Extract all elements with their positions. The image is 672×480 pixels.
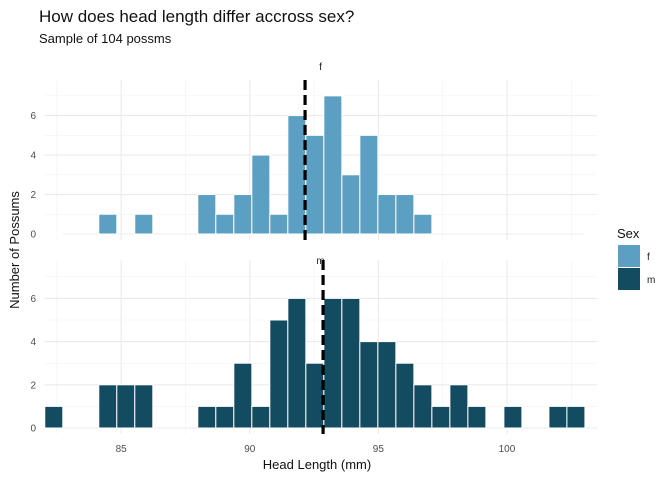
histogram-bar bbox=[269, 213, 289, 235]
histogram-bar bbox=[449, 384, 469, 429]
legend-label-m: m bbox=[647, 275, 655, 286]
histogram-bar bbox=[377, 341, 397, 429]
chart-title: How does head length differ accross sex? bbox=[39, 7, 354, 26]
y-tick-label: 0 bbox=[30, 424, 36, 435]
y-tick-label: 6 bbox=[30, 294, 36, 305]
histogram-bar bbox=[197, 194, 217, 235]
histogram-bar bbox=[413, 384, 433, 429]
histogram-bar bbox=[395, 362, 415, 429]
y-tick-label: 4 bbox=[30, 151, 36, 162]
histogram-bar bbox=[377, 194, 397, 235]
x-tick-labels: 85 90 95 100 bbox=[116, 444, 516, 455]
legend-title: Sex bbox=[617, 226, 640, 241]
histogram-bar bbox=[503, 405, 523, 429]
histogram-bar bbox=[98, 213, 118, 235]
x-tick-label: 95 bbox=[373, 444, 385, 455]
histogram-bar bbox=[134, 384, 154, 429]
histogram-bar bbox=[215, 405, 235, 429]
legend-swatch-f bbox=[618, 245, 640, 267]
histogram-bar bbox=[287, 297, 307, 429]
facet-panel-f: 0 2 4 6 f bbox=[30, 62, 604, 241]
facet-strip-label: m bbox=[316, 256, 324, 267]
histogram-bar bbox=[431, 405, 451, 429]
y-axis-title: Number of Possums bbox=[7, 191, 22, 309]
histogram-bar bbox=[566, 405, 586, 429]
histogram-bar bbox=[98, 384, 118, 429]
histogram-bar bbox=[413, 213, 433, 235]
histogram-bar bbox=[548, 405, 568, 429]
histogram-bar bbox=[251, 154, 271, 235]
y-tick-label: 6 bbox=[30, 111, 36, 122]
histogram-bar bbox=[197, 405, 217, 429]
facet-panel-m: 0 2 4 6 m bbox=[30, 256, 597, 435]
histogram-bar bbox=[233, 194, 253, 235]
histogram-bar bbox=[134, 213, 154, 235]
y-tick-label: 2 bbox=[30, 190, 36, 201]
legend: Sex f m bbox=[617, 226, 655, 290]
histogram-bar bbox=[44, 232, 64, 235]
facet-panels: 0 2 4 6 f 0 2 4 6 m 85 90 95 100 bbox=[30, 62, 604, 455]
x-tick-label: 90 bbox=[244, 444, 256, 455]
histogram-bar bbox=[359, 134, 379, 235]
histogram-bar bbox=[305, 134, 325, 235]
x-axis-title: Head Length (mm) bbox=[263, 457, 371, 472]
histogram-bar bbox=[323, 95, 343, 235]
x-tick-label: 85 bbox=[116, 444, 128, 455]
histogram-bar bbox=[116, 384, 136, 429]
histogram-bar bbox=[341, 297, 361, 429]
histogram-bar bbox=[323, 297, 343, 429]
histogram-bar bbox=[359, 341, 379, 429]
y-tick-label: 4 bbox=[30, 337, 36, 348]
histogram-bar bbox=[467, 405, 487, 429]
histogram-bar bbox=[215, 213, 235, 235]
facet-strip-label: f bbox=[319, 62, 322, 73]
histogram-bar bbox=[395, 194, 415, 235]
histogram-bar bbox=[287, 115, 307, 235]
histogram-bar bbox=[269, 319, 289, 429]
histogram-bar bbox=[341, 174, 361, 235]
histogram-bar bbox=[44, 405, 64, 429]
histogram-bar bbox=[233, 362, 253, 429]
chart-subtitle: Sample of 104 possms bbox=[39, 31, 172, 46]
x-tick-label: 100 bbox=[499, 444, 516, 455]
histogram-bar bbox=[251, 405, 271, 429]
histogram-bar bbox=[305, 362, 325, 429]
y-tick-label: 2 bbox=[30, 380, 36, 391]
histogram-bar bbox=[584, 232, 604, 235]
legend-label-f: f bbox=[647, 252, 650, 263]
y-tick-label: 0 bbox=[30, 230, 36, 241]
legend-swatch-m bbox=[618, 268, 640, 290]
